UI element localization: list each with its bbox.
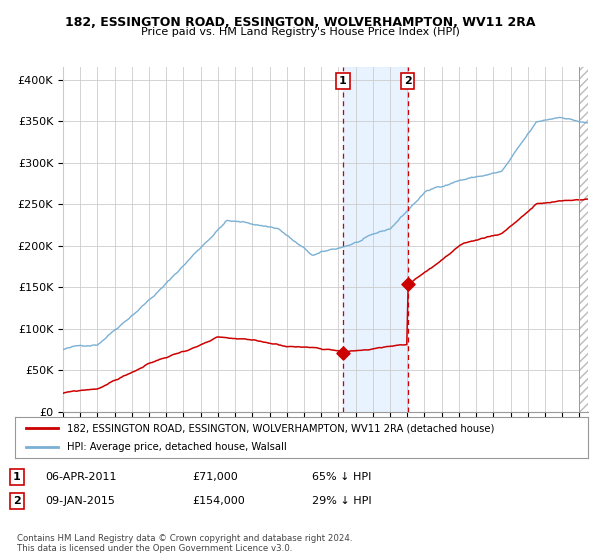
Text: 06-APR-2011: 06-APR-2011 xyxy=(45,472,116,482)
Text: 09-JAN-2015: 09-JAN-2015 xyxy=(45,496,115,506)
Text: 2: 2 xyxy=(13,496,20,506)
Text: 182, ESSINGTON ROAD, ESSINGTON, WOLVERHAMPTON, WV11 2RA: 182, ESSINGTON ROAD, ESSINGTON, WOLVERHA… xyxy=(65,16,535,29)
Text: Price paid vs. HM Land Registry's House Price Index (HPI): Price paid vs. HM Land Registry's House … xyxy=(140,27,460,37)
Bar xyxy=(343,67,408,412)
Point xyxy=(403,279,413,288)
Text: 29% ↓ HPI: 29% ↓ HPI xyxy=(312,496,371,506)
Text: £154,000: £154,000 xyxy=(192,496,245,506)
Text: 2: 2 xyxy=(404,76,412,86)
Text: 1: 1 xyxy=(339,76,347,86)
Text: £71,000: £71,000 xyxy=(192,472,238,482)
Text: 65% ↓ HPI: 65% ↓ HPI xyxy=(312,472,371,482)
Text: HPI: Average price, detached house, Walsall: HPI: Average price, detached house, Wals… xyxy=(67,442,286,451)
Text: 182, ESSINGTON ROAD, ESSINGTON, WOLVERHAMPTON, WV11 2RA (detached house): 182, ESSINGTON ROAD, ESSINGTON, WOLVERHA… xyxy=(67,423,494,433)
Text: Contains HM Land Registry data © Crown copyright and database right 2024.
This d: Contains HM Land Registry data © Crown c… xyxy=(17,534,352,553)
Text: 1: 1 xyxy=(13,472,20,482)
Point xyxy=(338,348,348,357)
